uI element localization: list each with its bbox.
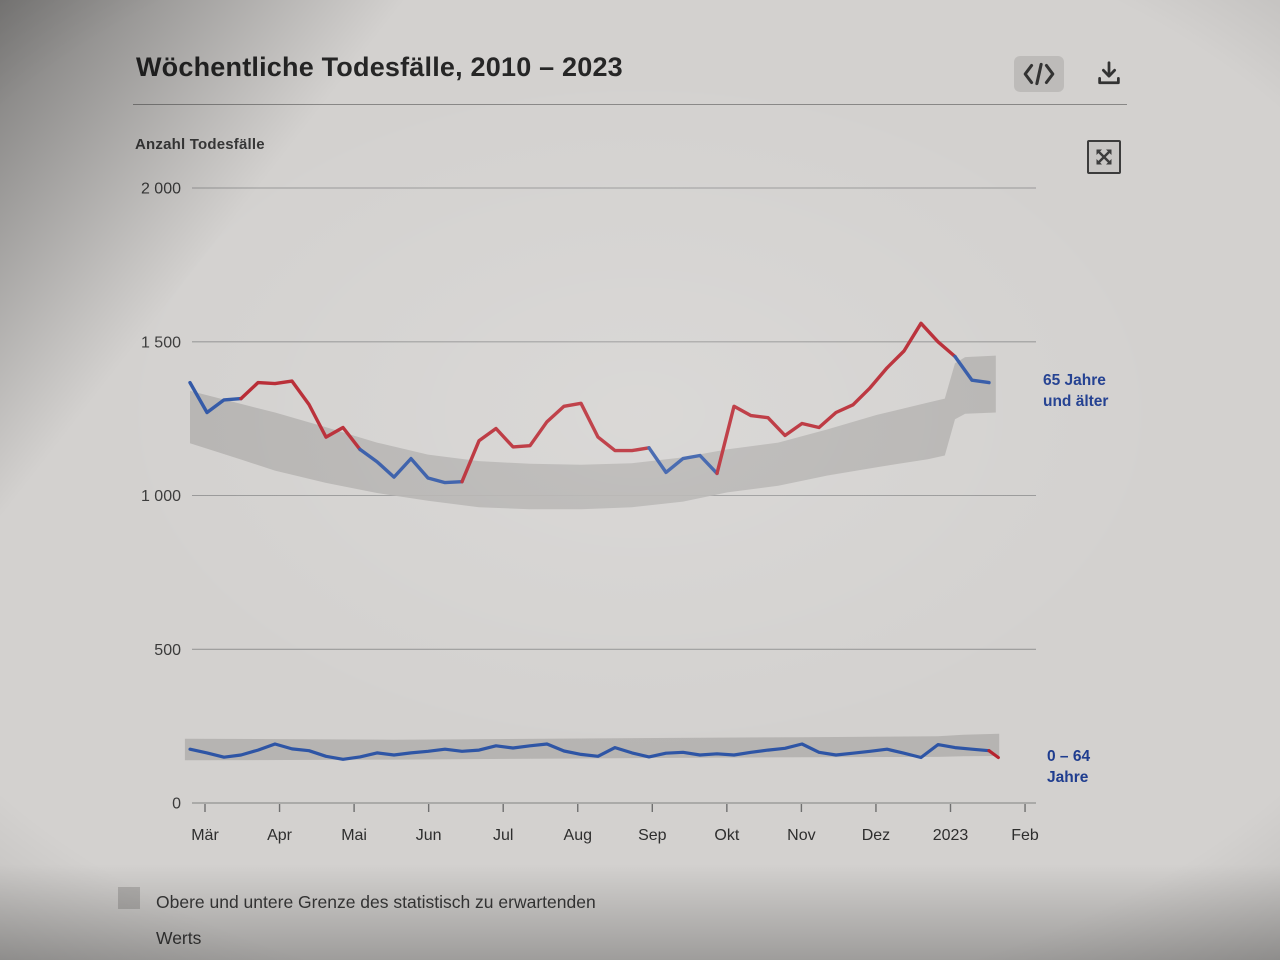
y-tick-label: 1 500 [141,334,181,351]
download-button[interactable] [1086,54,1132,94]
x-tick-label: Mär [191,827,219,844]
series-label-0-64: 0 – 64 Jahre [1047,748,1091,786]
x-tick-label: Dez [862,827,890,844]
y-tick-label: 1 000 [141,488,181,505]
y-tick-label: 0 [172,796,181,813]
embed-code-icon [1023,62,1055,86]
page-title: Wöchentliche Todesfälle, 2010 – 2023 [136,52,623,82]
header-divider [133,104,1127,105]
x-tick-label: Aug [564,827,592,844]
y-axis-title: Anzahl Todesfälle [135,136,265,153]
x-tick-label: Nov [787,827,815,844]
y-tick-label: 2 000 [141,181,181,198]
legend-band-swatch [118,887,140,909]
x-tick-label: Okt [714,827,739,844]
download-icon [1098,61,1120,85]
legend-label: Obere und untere Grenze des statistisch … [156,892,596,948]
x-tick-label: Mai [341,827,367,844]
x-tick-label: Jul [493,827,513,844]
legend: Obere und untere Grenze des statistisch … [118,884,616,956]
header-actions [1014,54,1132,94]
x-tick-label: 2023 [933,827,969,844]
series-label-65plus: 65 Jahre und älter [1043,372,1109,410]
x-tick-label: Jun [416,827,442,844]
x-tick-label: Feb [1011,827,1039,844]
x-tick-label: Apr [267,827,293,844]
expand-move-icon [1096,149,1112,165]
embed-code-button[interactable] [1014,56,1064,92]
expected-range-65plus [190,355,996,510]
x-tick-label: Sep [638,827,667,844]
expand-button[interactable] [1087,140,1121,174]
y-tick-label: 500 [154,642,181,659]
